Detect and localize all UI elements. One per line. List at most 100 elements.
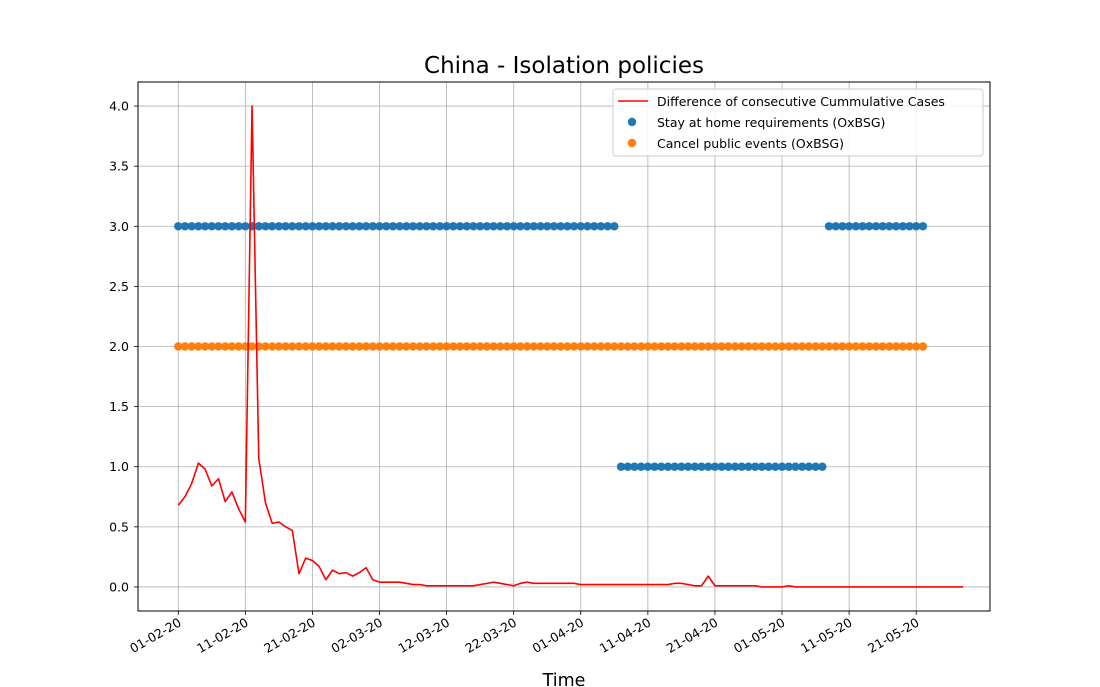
cancel-events-point bbox=[603, 342, 612, 351]
y-tick-label: 2.0 bbox=[109, 339, 129, 354]
stay-home-point bbox=[724, 462, 733, 471]
stay-home-point bbox=[475, 222, 485, 231]
cancel-events-point bbox=[885, 342, 894, 351]
stay-home-point bbox=[717, 462, 726, 471]
stay-home-point bbox=[858, 222, 867, 231]
cancel-events-point bbox=[811, 342, 820, 351]
stay-home-point bbox=[824, 222, 834, 231]
cancel-events-point bbox=[569, 342, 579, 351]
stay-home-point bbox=[522, 222, 532, 231]
y-tick-label: 3.5 bbox=[109, 159, 129, 174]
x-axis-label: Time bbox=[542, 671, 586, 687]
cases-difference-line bbox=[177, 105, 964, 588]
stay-home-point bbox=[844, 222, 854, 231]
stay-home-point bbox=[200, 222, 210, 231]
cancel-events-point bbox=[267, 342, 277, 351]
stay-home-point bbox=[462, 222, 471, 231]
stay-home-point bbox=[891, 222, 901, 231]
cancel-events-point bbox=[435, 342, 445, 351]
cancel-events-point bbox=[194, 342, 203, 351]
cancel-events-point bbox=[335, 342, 344, 351]
stay-home-point bbox=[831, 222, 840, 231]
legend-entry-cases: Difference of consecutive Cummulative Ca… bbox=[657, 94, 945, 109]
cancel-events-point bbox=[791, 342, 800, 351]
stay-home-point bbox=[180, 222, 190, 231]
stay-home-point bbox=[797, 462, 807, 471]
stay-home-point bbox=[871, 222, 881, 231]
cancel-events-point bbox=[274, 342, 284, 351]
legend-entry-cancel-events: Cancel public events (OxBSG) bbox=[657, 136, 844, 151]
stay-home-point bbox=[428, 222, 438, 231]
stay-home-point bbox=[630, 462, 639, 471]
cancel-events-point bbox=[730, 342, 740, 351]
cancel-events-point bbox=[543, 342, 552, 351]
stay-home-point bbox=[382, 222, 391, 231]
stay-home-point bbox=[355, 222, 364, 231]
cancel-events-point bbox=[589, 342, 599, 351]
cancel-events-point bbox=[764, 342, 773, 351]
cancel-events-point bbox=[777, 342, 787, 351]
y-tick-label: 4.0 bbox=[109, 99, 129, 114]
y-tick-label: 1.5 bbox=[109, 399, 129, 414]
series-layer bbox=[174, 105, 964, 588]
cancel-events-point bbox=[529, 342, 539, 351]
cancel-events-point bbox=[328, 342, 337, 351]
stay-home-point bbox=[777, 462, 787, 471]
cancel-events-point bbox=[469, 342, 478, 351]
stay-home-point bbox=[328, 222, 337, 231]
cancel-events-point bbox=[610, 342, 619, 351]
stay-home-point bbox=[683, 462, 693, 471]
cancel-events-point bbox=[784, 342, 793, 351]
cancel-events-point bbox=[710, 342, 720, 351]
stay-home-point bbox=[616, 462, 626, 471]
stay-home-point bbox=[670, 462, 679, 471]
stay-home-point bbox=[851, 222, 861, 231]
cancel-events-point bbox=[415, 342, 424, 351]
cancel-events-point bbox=[771, 342, 780, 351]
cancel-events-point bbox=[402, 342, 411, 351]
cancel-events-point bbox=[174, 342, 183, 351]
stay-home-point bbox=[267, 222, 277, 231]
cancel-events-point bbox=[623, 342, 632, 351]
cancel-events-point bbox=[898, 342, 907, 351]
cancel-events-point bbox=[482, 342, 492, 351]
cancel-events-point bbox=[683, 342, 693, 351]
stay-home-point bbox=[804, 462, 814, 471]
stay-home-point bbox=[388, 222, 398, 231]
stay-home-point bbox=[556, 222, 565, 231]
cancel-events-point bbox=[247, 342, 257, 351]
stay-home-point bbox=[603, 222, 612, 231]
y-tick-label: 1.0 bbox=[109, 459, 129, 474]
cancel-events-point bbox=[851, 342, 861, 351]
stay-home-point bbox=[918, 222, 928, 231]
cancel-events-point bbox=[361, 342, 371, 351]
cancel-events-point bbox=[905, 342, 914, 351]
cancel-events-point bbox=[831, 342, 840, 351]
stay-home-point bbox=[402, 222, 411, 231]
stay-home-point bbox=[288, 222, 297, 231]
stay-home-point bbox=[368, 222, 377, 231]
cancel-events-point bbox=[804, 342, 814, 351]
cancel-events-point bbox=[422, 342, 431, 351]
stay-home-point bbox=[563, 222, 572, 231]
cancel-events-point bbox=[697, 342, 706, 351]
stay-home-point bbox=[442, 222, 451, 231]
legend: Difference of consecutive Cummulative Ca… bbox=[612, 88, 984, 157]
stay-home-point bbox=[502, 222, 512, 231]
cancel-events-point bbox=[234, 342, 243, 351]
cancel-events-point bbox=[865, 342, 874, 351]
cancel-events-point bbox=[838, 342, 847, 351]
stay-home-point bbox=[435, 222, 445, 231]
stay-home-point bbox=[905, 222, 914, 231]
stay-home-point bbox=[569, 222, 579, 231]
stay-home-point bbox=[496, 222, 505, 231]
stay-home-point bbox=[710, 462, 720, 471]
cancel-events-point bbox=[871, 342, 881, 351]
cancel-events-point bbox=[180, 342, 190, 351]
stay-home-point bbox=[348, 222, 357, 231]
stay-home-point bbox=[549, 222, 559, 231]
cancel-events-point bbox=[751, 342, 760, 351]
cancel-events-point bbox=[368, 342, 377, 351]
stay-home-point bbox=[690, 462, 700, 471]
cancel-events-point bbox=[657, 342, 666, 351]
